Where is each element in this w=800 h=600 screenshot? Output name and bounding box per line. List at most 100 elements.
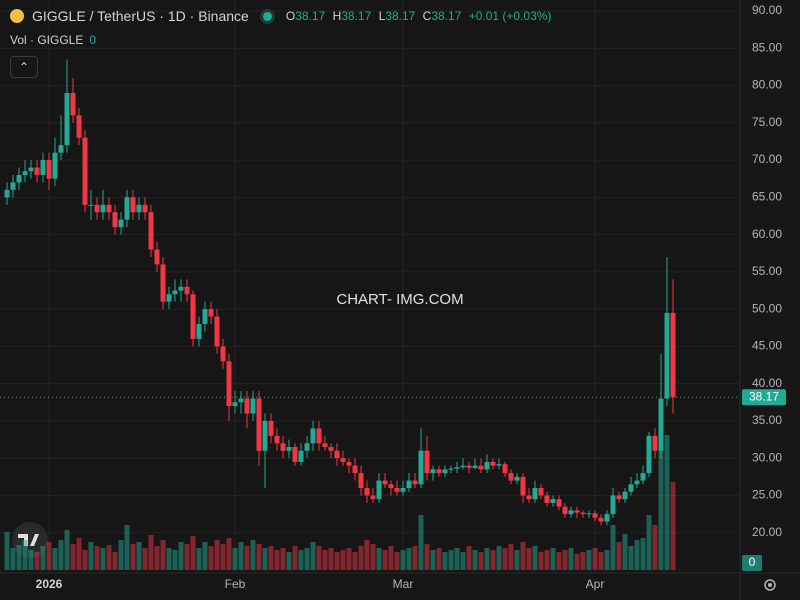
volume-bar (28, 550, 34, 570)
volume-bar (238, 542, 244, 570)
volume-bar (220, 544, 226, 570)
candle-body (286, 447, 292, 451)
candle-body (106, 204, 112, 213)
collapse-button[interactable]: ⌃ (10, 56, 38, 78)
y-tick-label: 40.00 (752, 376, 782, 390)
volume-bar (418, 515, 424, 570)
volume-bar (628, 546, 634, 570)
y-tick-label: 20.00 (752, 525, 782, 539)
volume-bar (496, 546, 502, 570)
volume-bar (562, 550, 568, 570)
candle-body (34, 167, 40, 175)
candle-body (118, 219, 124, 228)
volume-bar (160, 540, 166, 570)
volume-bar (622, 534, 628, 570)
candle-body (10, 182, 16, 190)
candle-body (316, 428, 322, 444)
volume-bar (610, 525, 616, 570)
candle-body (520, 476, 526, 496)
candle-body (406, 480, 412, 489)
candle-body (58, 145, 64, 153)
symbol-icon (10, 9, 24, 23)
volume-bar (532, 546, 538, 570)
volume-bar (202, 542, 208, 570)
y-tick-label: 75.00 (752, 115, 782, 129)
legend-value: 38.17 (295, 9, 326, 23)
candle-body (94, 204, 100, 213)
volume-bar (490, 550, 496, 570)
volume-bar (520, 542, 526, 570)
candle-body (544, 495, 550, 503)
volume-bar (616, 542, 622, 570)
candle-body (124, 197, 130, 220)
volume-bar (634, 540, 640, 570)
volume-bar (10, 548, 16, 570)
volume-bar (340, 550, 346, 570)
candle-body (664, 312, 670, 399)
volume-bar (352, 552, 358, 570)
price-tag-label: 38.17 (749, 389, 779, 403)
volume-bar (514, 550, 520, 570)
y-tick-label: 90.00 (752, 3, 782, 17)
candle-body (238, 398, 244, 403)
volume-bar (334, 552, 340, 570)
candle-body (304, 443, 310, 451)
candle-body (490, 461, 496, 466)
candle-body (112, 212, 118, 228)
volume-bar (154, 546, 160, 570)
candle-body (154, 249, 160, 265)
volume-bar (250, 540, 256, 570)
volume-bar (586, 550, 592, 570)
volume-bar (106, 545, 112, 570)
volume-bar (370, 544, 376, 570)
candle-body (508, 473, 514, 481)
settings-icon[interactable] (764, 579, 776, 591)
volume-bar (664, 435, 670, 570)
candle-body (394, 488, 400, 492)
candle-body (538, 488, 544, 496)
candle-body (22, 171, 28, 175)
volume-bar (286, 552, 292, 570)
candle-body (556, 499, 562, 507)
volume-bar (196, 548, 202, 570)
volume-bar (670, 482, 676, 570)
candle-body (502, 464, 508, 474)
candle-body (190, 294, 196, 339)
candle-body (430, 469, 436, 474)
volume-bar (508, 544, 514, 570)
volume-bar (364, 540, 370, 570)
legend-key: H (332, 9, 342, 23)
volume-bar (190, 536, 196, 570)
volume-bar (484, 548, 490, 570)
volume-bar (88, 542, 94, 570)
volume-bar (580, 552, 586, 570)
candle-body (220, 346, 226, 362)
price-tag (742, 389, 786, 406)
header: GIGGLE / TetherUS · 1D · Binance O38.17 … (10, 8, 551, 24)
candle-body (244, 398, 250, 414)
candle-body (466, 465, 472, 468)
candle-body (226, 361, 232, 407)
candle-body (370, 495, 376, 500)
candle-body (148, 212, 154, 250)
volume-bar (64, 530, 70, 570)
y-tick-label: 60.00 (752, 227, 782, 241)
candle-body (76, 115, 82, 138)
candle-body (658, 398, 664, 451)
candle-body (526, 495, 532, 500)
volume-bar (232, 548, 238, 570)
volume-bar (76, 538, 82, 570)
candle-body (262, 420, 268, 451)
volume-bar (376, 548, 382, 570)
volume-bar (424, 544, 430, 570)
volume-bar (142, 548, 148, 570)
candle-body (388, 484, 394, 489)
volume-bar (298, 550, 304, 570)
candle-body (142, 204, 148, 213)
candle-body (184, 286, 190, 295)
candle-body (352, 465, 358, 474)
volume-bar (262, 548, 268, 570)
volume-bar (556, 552, 562, 570)
volume-bar (82, 550, 88, 570)
